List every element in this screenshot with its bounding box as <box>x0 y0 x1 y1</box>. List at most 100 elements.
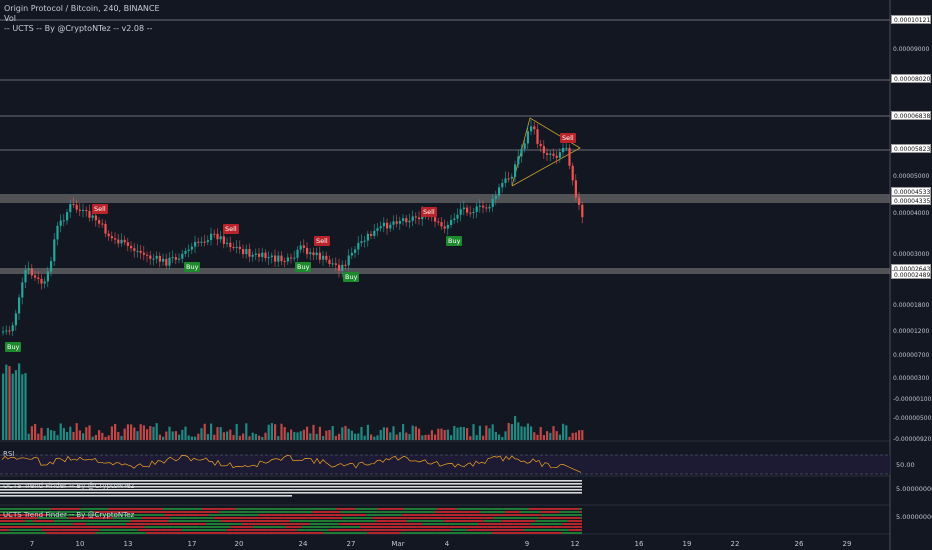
volume-bar <box>475 435 478 440</box>
volume-legend[interactable]: Vol <box>4 14 16 23</box>
trend-stripe <box>219 511 250 513</box>
volume-bar <box>242 433 245 440</box>
candle <box>466 207 469 213</box>
volume-bar <box>408 434 411 440</box>
trend-stripe <box>524 529 569 531</box>
trend-stripe <box>313 532 324 534</box>
trend-stripe <box>503 508 529 510</box>
candle <box>341 264 344 271</box>
trend-stripe <box>50 508 81 510</box>
candle <box>238 246 241 249</box>
volume-bar <box>267 424 270 440</box>
volume-bar <box>331 425 334 440</box>
candle <box>462 207 465 210</box>
trend-stripe <box>437 508 457 510</box>
candle <box>59 220 62 226</box>
volume-bar <box>430 430 433 440</box>
volume-bar <box>149 426 152 440</box>
candle <box>398 220 401 224</box>
trend-finder-2-label[interactable]: UCTS Trend Finder -- By @CryptoNTez <box>3 511 135 519</box>
trend-stripe <box>0 532 41 534</box>
volume-bar <box>523 426 526 440</box>
trend-stripe <box>202 508 236 510</box>
ucts-indicator-legend[interactable]: -- UCTS -- By @CryptoNTez -- v2.08 -- <box>4 24 153 33</box>
trend-stripe <box>330 526 361 528</box>
candle <box>562 147 565 153</box>
price-label: -0.00000500 <box>893 415 932 422</box>
candle <box>328 259 331 264</box>
trend-stripe <box>580 517 582 519</box>
candle <box>53 239 56 262</box>
trend-stripe <box>47 514 75 516</box>
volume-bar <box>456 427 459 440</box>
trend-stripe <box>318 520 334 522</box>
candle <box>558 152 561 158</box>
candle <box>11 325 14 332</box>
trend-finder-1-label[interactable]: UCTS Trend Finder -- By @CryptoNTez <box>3 482 135 490</box>
candle <box>261 252 264 257</box>
candle <box>542 146 545 154</box>
candle <box>98 220 101 224</box>
trend-stripe <box>52 532 96 534</box>
rsi-pane-label[interactable]: RSI <box>3 450 15 458</box>
volume-bar <box>494 432 497 440</box>
trend-stripe <box>484 517 494 519</box>
price-label: 0.00008020 <box>891 74 931 83</box>
price-label: 0.00004533 <box>891 187 931 196</box>
trend-stripe <box>292 508 336 510</box>
trend-stripe <box>80 526 118 528</box>
volume-bar <box>363 435 366 440</box>
resistance-zone <box>0 194 890 203</box>
candle <box>226 242 229 244</box>
candle <box>66 212 69 221</box>
volume-bar <box>37 433 40 440</box>
volume-bar <box>245 423 248 440</box>
price-label: 0.00002489 <box>891 270 931 279</box>
volume-bar <box>168 426 171 440</box>
trend-stripe <box>230 526 253 528</box>
volume-bar <box>325 430 328 440</box>
candle <box>357 242 360 250</box>
candle <box>107 233 110 237</box>
volume-bar <box>482 435 485 440</box>
trend-stripe <box>527 532 562 534</box>
trend-stripe <box>323 532 368 534</box>
volume-bar <box>277 436 280 440</box>
trend-stripe <box>444 529 451 531</box>
trend-stripe <box>272 508 293 510</box>
volume-bar <box>187 435 190 440</box>
volume-bar <box>414 426 417 440</box>
candle <box>347 255 350 266</box>
symbol-title[interactable]: Origin Protocol / Bitcoin, 240, BINANCE <box>4 4 160 13</box>
trend-stripe <box>40 532 47 534</box>
candle <box>174 257 177 260</box>
candle <box>168 257 171 266</box>
volume-bar <box>472 424 475 440</box>
volume-bar <box>424 434 427 440</box>
volume-bar <box>533 432 536 440</box>
trend-stripe <box>342 517 363 519</box>
candle <box>69 204 72 213</box>
volume-bar <box>274 424 277 440</box>
volume-bar <box>43 435 46 440</box>
candle <box>78 209 81 211</box>
candle <box>418 217 421 220</box>
volume-bar <box>91 436 94 440</box>
candle <box>139 250 142 253</box>
price-label: 0.00005823 <box>891 144 931 153</box>
trend-stripe <box>406 520 444 522</box>
volume-bar <box>488 428 491 440</box>
trend-stripe <box>401 514 431 516</box>
volume-bar <box>5 364 8 440</box>
candle <box>101 223 104 225</box>
candle <box>293 257 296 259</box>
candle <box>277 255 280 262</box>
trend-stripe <box>199 526 231 528</box>
candle <box>405 218 408 223</box>
trend-stripe <box>252 526 286 528</box>
trend-stripe <box>335 508 356 510</box>
candle <box>46 271 49 282</box>
trend-stripe <box>362 517 373 519</box>
